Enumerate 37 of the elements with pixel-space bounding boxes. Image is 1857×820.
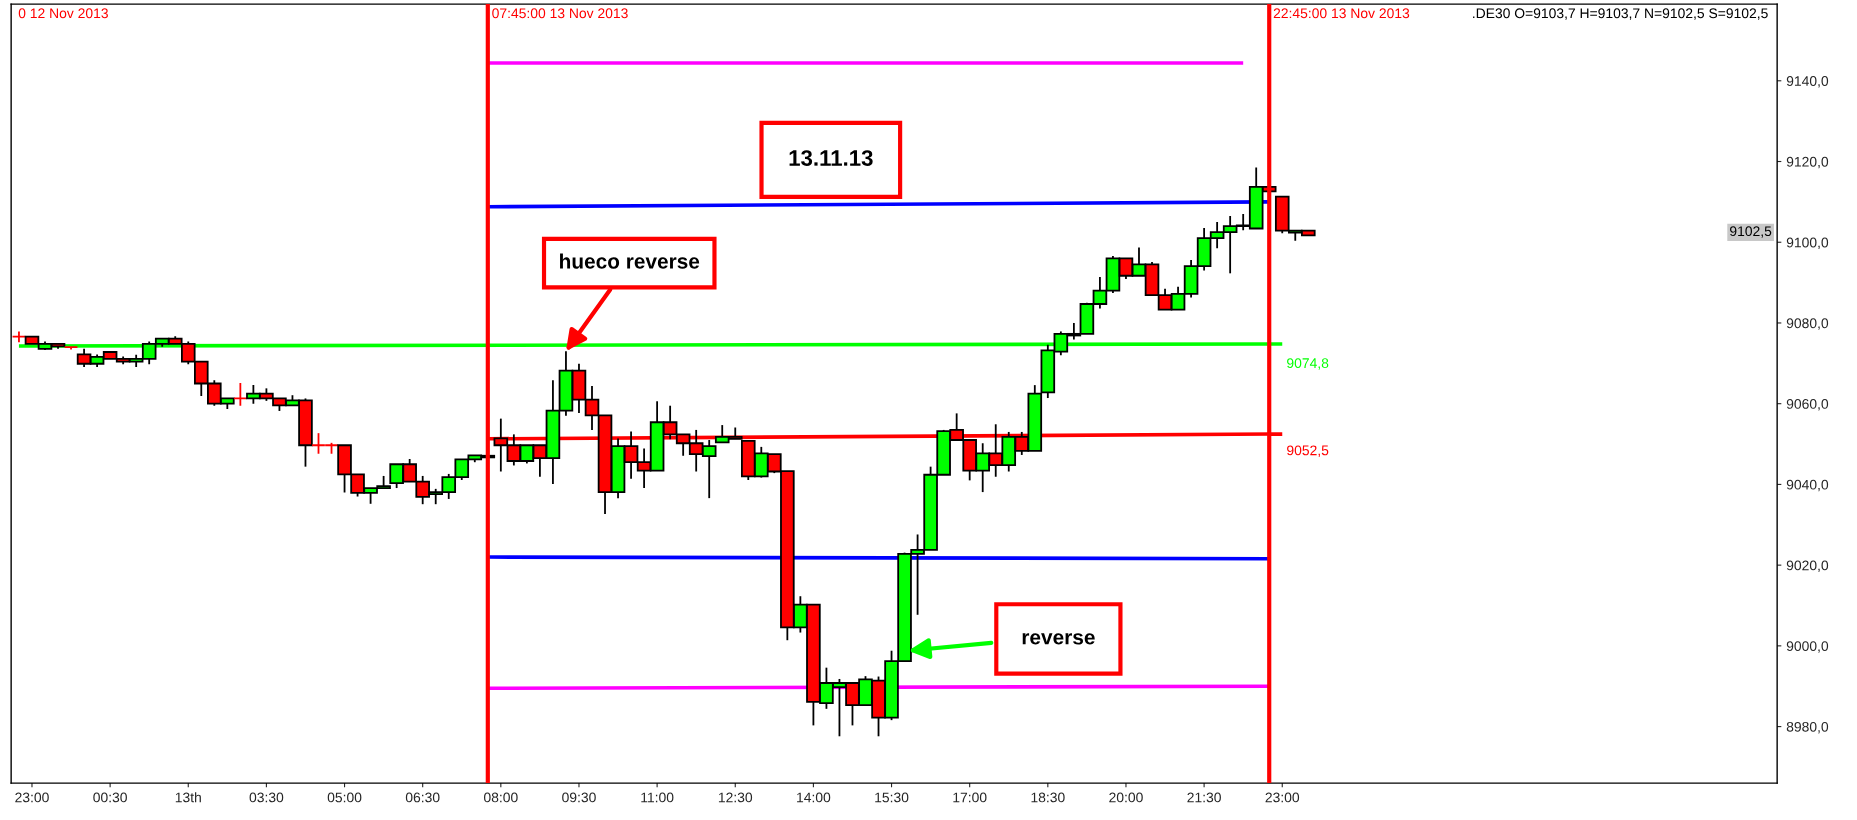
x-tick-label: 14:00 <box>797 792 831 803</box>
y-tick-label: 9100,0 <box>1786 237 1829 250</box>
x-tick-label: 20:00 <box>1109 792 1143 803</box>
x-tick-label: 08:00 <box>484 792 518 803</box>
annotation: hueco reverse <box>560 253 700 269</box>
x-tick-label: 21:30 <box>1187 792 1221 803</box>
x-tick-label: 11:00 <box>641 792 674 803</box>
x-tick-label: 00:30 <box>93 792 127 803</box>
y-tick-label: 9120,0 <box>1786 156 1829 169</box>
x-tick-label: 17:00 <box>953 792 987 803</box>
y-tick-label: 8980,0 <box>1786 721 1829 734</box>
annotation: .DE30 O=9103,7 H=9103,7 N=9102,5 S=9102,5 <box>1473 8 1768 20</box>
y-tick-label: 9040,0 <box>1786 479 1829 492</box>
x-tick-label: 15:30 <box>875 792 909 803</box>
ref-line-label: 22:45:00 13 Nov 2013 <box>1273 8 1410 19</box>
x-tick-label: 12:30 <box>718 792 753 803</box>
x-tick-label: 09:30 <box>562 792 596 803</box>
annotation: 9102,5 <box>1730 226 1772 238</box>
x-tick-label: 05:00 <box>327 792 362 803</box>
candlestick <box>233 382 248 407</box>
annotation: 13.11.13 <box>789 150 873 166</box>
x-tick-label: 13th <box>175 792 201 803</box>
x-tick-label: 06:30 <box>405 792 440 803</box>
y-tick-label: 9080,0 <box>1786 318 1829 330</box>
y-tick-label: 9000,0 <box>1786 641 1829 653</box>
x-tick-label: 03:30 <box>249 792 284 803</box>
annotation: reverse <box>1022 633 1095 645</box>
x-tick-label: 23:00 <box>15 792 49 803</box>
y-tick-label: 9140,0 <box>1786 76 1829 88</box>
y-tick-label: 9020,0 <box>1786 560 1829 572</box>
ref-line-label: 07:45:00 13 Nov 2013 <box>492 8 628 19</box>
annotation: 9052,5 <box>1287 445 1329 457</box>
y-tick-label: 9060,0 <box>1786 399 1829 411</box>
x-tick-label: 23:00 <box>1265 792 1300 803</box>
annotation: 9074,8 <box>1287 358 1329 370</box>
annotation: 0 12 Nov 2013 <box>18 8 108 19</box>
x-tick-label: 18:30 <box>1031 792 1065 803</box>
